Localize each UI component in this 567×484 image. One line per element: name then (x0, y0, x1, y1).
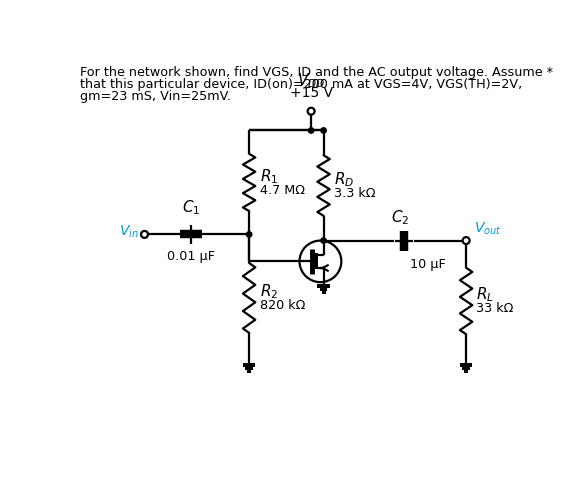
Text: gm=23 mS, Vin=25mV.: gm=23 mS, Vin=25mV. (80, 91, 231, 104)
Text: +15 V: +15 V (290, 87, 333, 101)
Text: 10 μF: 10 μF (411, 257, 446, 271)
Circle shape (247, 232, 252, 237)
Text: $C_2$: $C_2$ (391, 208, 409, 227)
Text: $V_{DD}$: $V_{DD}$ (297, 71, 325, 90)
Circle shape (308, 108, 315, 115)
Text: $R_L$: $R_L$ (476, 286, 494, 304)
Text: $R_D$: $R_D$ (333, 170, 354, 189)
Text: 3.3 kΩ: 3.3 kΩ (333, 187, 375, 200)
Circle shape (308, 128, 314, 133)
Circle shape (321, 238, 326, 243)
Text: 33 kΩ: 33 kΩ (476, 302, 514, 315)
Text: For the network shown, find VGS, ID and the AC output voltage. Assume *: For the network shown, find VGS, ID and … (80, 66, 553, 79)
Text: $V_{out}$: $V_{out}$ (474, 220, 502, 237)
Text: $R_1$: $R_1$ (260, 167, 278, 186)
Text: 0.01 μF: 0.01 μF (167, 250, 215, 263)
Circle shape (463, 237, 469, 244)
Circle shape (321, 128, 326, 133)
Text: $R_2$: $R_2$ (260, 283, 278, 301)
Text: $C_1$: $C_1$ (182, 199, 200, 217)
Text: 820 kΩ: 820 kΩ (260, 299, 306, 312)
Text: $V_{in}$: $V_{in}$ (119, 223, 138, 240)
Circle shape (141, 231, 148, 238)
Text: 4.7 MΩ: 4.7 MΩ (260, 183, 305, 197)
Text: that this particular device, ID(on)=200 mA at VGS=4V, VGS(TH)=2V,: that this particular device, ID(on)=200 … (80, 78, 522, 91)
